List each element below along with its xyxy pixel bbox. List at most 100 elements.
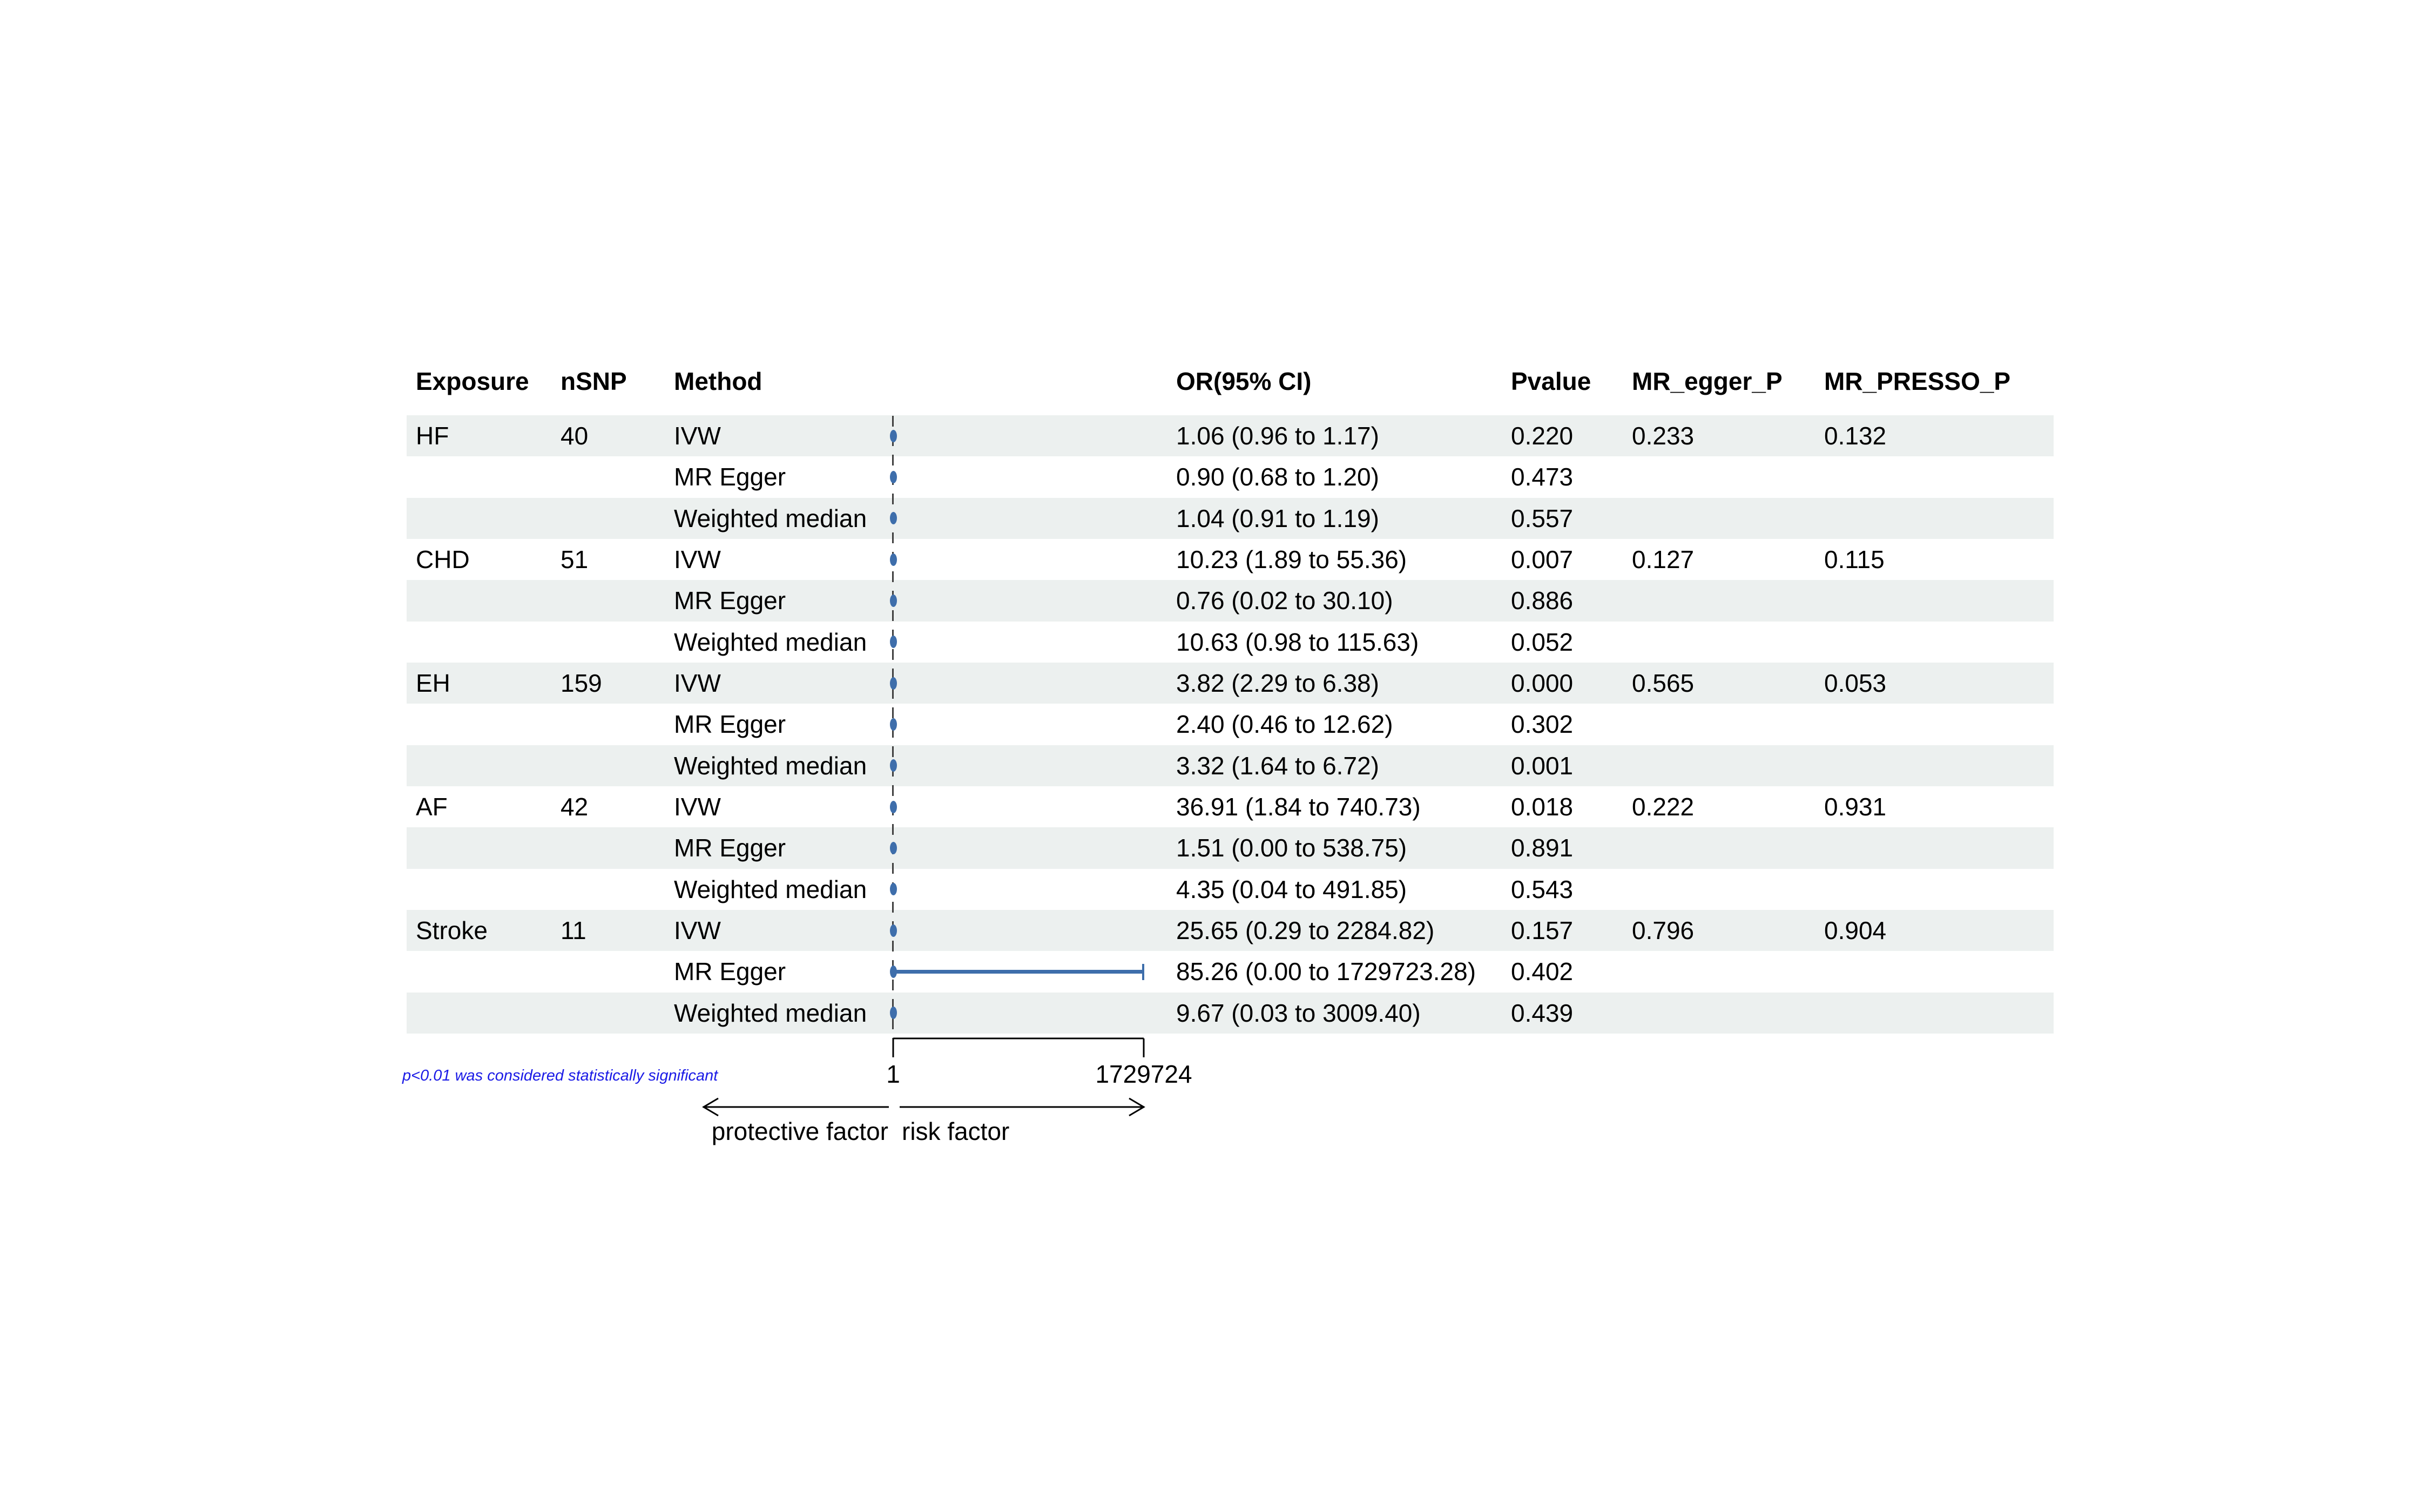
table-header-row: Exposure nSNP Method OR(95% CI) Pvalue M… — [0, 356, 2430, 406]
cell-mr-egger-p: 0.222 — [1632, 793, 1695, 821]
cell-nsnp: 51 — [561, 545, 589, 573]
table-row: AF 42 IVW 36.91 (1.84 to 740.73) 0.018 0.222 0… — [407, 786, 2054, 827]
cell-pvalue: 0.018 — [1511, 793, 1574, 821]
cell-pvalue: 0.886 — [1511, 586, 1574, 615]
table-row: Weighted median 9.67 (0.03 to 3009.40) 0.4… — [407, 992, 2054, 1034]
table-row: HF 40 IVW 1.06 (0.96 to 1.17) 0.220 0.233 0.13… — [407, 415, 2054, 457]
cell-or-ci: 1.51 (0.00 to 538.75) — [1176, 834, 1407, 862]
cell-mr-egger-p: 0.233 — [1632, 422, 1695, 450]
table-row: MR Egger 0.90 (0.68 to 1.20) 0.473 — [407, 456, 2054, 497]
cell-exposure: CHD — [416, 545, 470, 573]
cell-pvalue: 0.302 — [1511, 710, 1574, 739]
cell-or-ci: 3.32 (1.64 to 6.72) — [1176, 751, 1379, 780]
significance-footnote: p<0.01 was considered statistically sign… — [402, 1067, 718, 1084]
protective-arrow — [702, 1097, 889, 1117]
or-point-marker — [889, 924, 897, 937]
column-header-mr-egger-p: MR_egger_P — [1632, 367, 1783, 395]
cell-method: MR Egger — [674, 834, 786, 862]
cell-or-ci: 9.67 (0.03 to 3009.40) — [1176, 998, 1421, 1027]
table-row: MR Egger 0.76 (0.02 to 30.10) 0.886 — [407, 580, 2054, 622]
or-point-marker — [889, 471, 897, 483]
or-point-marker — [889, 595, 897, 607]
cell-or-ci: 1.06 (0.96 to 1.17) — [1176, 422, 1379, 450]
table-row: CHD 51 IVW 10.23 (1.89 to 55.36) 0.007 0.127 0… — [407, 539, 2054, 580]
table-row: MR Egger 1.51 (0.00 to 538.75) 0.891 — [407, 827, 2054, 869]
cell-mr-presso-p: 0.053 — [1824, 669, 1887, 697]
cell-nsnp: 42 — [561, 793, 589, 821]
cell-or-ci: 1.04 (0.91 to 1.19) — [1176, 504, 1379, 532]
column-header-pvalue: Pvalue — [1511, 367, 1591, 395]
or-point-marker — [889, 842, 897, 854]
cell-or-ci: 10.23 (1.89 to 55.36) — [1176, 545, 1407, 573]
cell-or-ci: 3.82 (2.29 to 6.38) — [1176, 669, 1379, 697]
table-row: Weighted median 1.04 (0.91 to 1.19) 0.557 — [407, 497, 2054, 539]
table-row: Weighted median 10.63 (0.98 to 115.63) 0.0… — [407, 622, 2054, 663]
cell-nsnp: 40 — [561, 422, 589, 450]
cell-pvalue: 0.000 — [1511, 669, 1574, 697]
cell-method: MR Egger — [674, 463, 786, 491]
axis-bracket — [892, 1037, 1145, 1057]
cell-pvalue: 0.001 — [1511, 751, 1574, 780]
cell-pvalue: 0.157 — [1511, 916, 1574, 944]
cell-method: Weighted median — [674, 751, 867, 780]
risk-arrow — [900, 1097, 1145, 1117]
cell-pvalue: 0.439 — [1511, 998, 1574, 1027]
table-row: EH 159 IVW 3.82 (2.29 to 6.38) 0.000 0.565 0.0… — [407, 663, 2054, 704]
cell-mr-presso-p: 0.904 — [1824, 916, 1887, 944]
cell-nsnp: 11 — [561, 916, 586, 944]
table-row: MR Egger 85.26 (0.00 to 1729723.28) 0.402 — [407, 951, 2054, 992]
cell-pvalue: 0.891 — [1511, 834, 1574, 862]
or-point-marker — [889, 512, 897, 525]
or-point-marker — [889, 677, 897, 690]
cell-or-ci: 0.90 (0.68 to 1.20) — [1176, 463, 1379, 491]
cell-pvalue: 0.557 — [1511, 504, 1574, 532]
cell-exposure: EH — [416, 669, 450, 697]
cell-pvalue: 0.402 — [1511, 957, 1574, 986]
table-row: Weighted median 4.35 (0.04 to 491.85) 0.54… — [407, 869, 2054, 910]
or-point-marker — [889, 1007, 897, 1020]
cell-mr-egger-p: 0.796 — [1632, 916, 1695, 944]
confidence-interval-line — [893, 970, 1144, 974]
cell-method: IVW — [674, 545, 721, 573]
cell-method: IVW — [674, 422, 721, 450]
cell-method: Weighted median — [674, 504, 867, 532]
cell-method: Weighted median — [674, 998, 867, 1027]
cell-method: MR Egger — [674, 586, 786, 615]
cell-mr-presso-p: 0.115 — [1824, 545, 1885, 573]
cell-pvalue: 0.543 — [1511, 875, 1574, 903]
cell-nsnp: 159 — [561, 669, 602, 697]
cell-method: Weighted median — [674, 875, 867, 903]
column-header-method: Method — [674, 367, 762, 395]
cell-method: IVW — [674, 916, 721, 944]
column-header-nsnp: nSNP — [561, 367, 627, 395]
cell-or-ci: 25.65 (0.29 to 2284.82) — [1176, 916, 1435, 944]
or-point-marker — [889, 966, 897, 978]
cell-exposure: Stroke — [416, 916, 488, 944]
axis-tick-label-max: 1729724 — [1095, 1060, 1192, 1088]
cell-or-ci: 4.35 (0.04 to 491.85) — [1176, 875, 1407, 903]
cell-exposure: AF — [416, 793, 448, 821]
cell-mr-egger-p: 0.565 — [1632, 669, 1695, 697]
table-row: MR Egger 2.40 (0.46 to 12.62) 0.302 — [407, 704, 2054, 745]
cell-method: MR Egger — [674, 957, 786, 986]
cell-or-ci: 85.26 (0.00 to 1729723.28) — [1176, 957, 1476, 986]
axis-tick-label-1: 1 — [886, 1060, 900, 1088]
or-point-marker — [889, 718, 897, 731]
cell-or-ci: 36.91 (1.84 to 740.73) — [1176, 793, 1421, 821]
or-point-marker — [889, 759, 897, 772]
column-header-exposure: Exposure — [416, 367, 529, 395]
risk-factor-label: risk factor — [902, 1117, 1010, 1145]
cell-pvalue: 0.473 — [1511, 463, 1574, 491]
cell-pvalue: 0.052 — [1511, 627, 1574, 656]
or-point-marker — [889, 553, 897, 566]
or-point-marker — [889, 636, 897, 649]
cell-mr-egger-p: 0.127 — [1632, 545, 1695, 573]
cell-method: IVW — [674, 793, 721, 821]
cell-or-ci: 10.63 (0.98 to 115.63) — [1176, 627, 1419, 656]
cell-mr-presso-p: 0.132 — [1824, 422, 1887, 450]
cell-or-ci: 0.76 (0.02 to 30.10) — [1176, 586, 1393, 615]
cell-or-ci: 2.40 (0.46 to 12.62) — [1176, 710, 1393, 739]
cell-pvalue: 0.220 — [1511, 422, 1574, 450]
or-point-marker — [889, 883, 897, 896]
